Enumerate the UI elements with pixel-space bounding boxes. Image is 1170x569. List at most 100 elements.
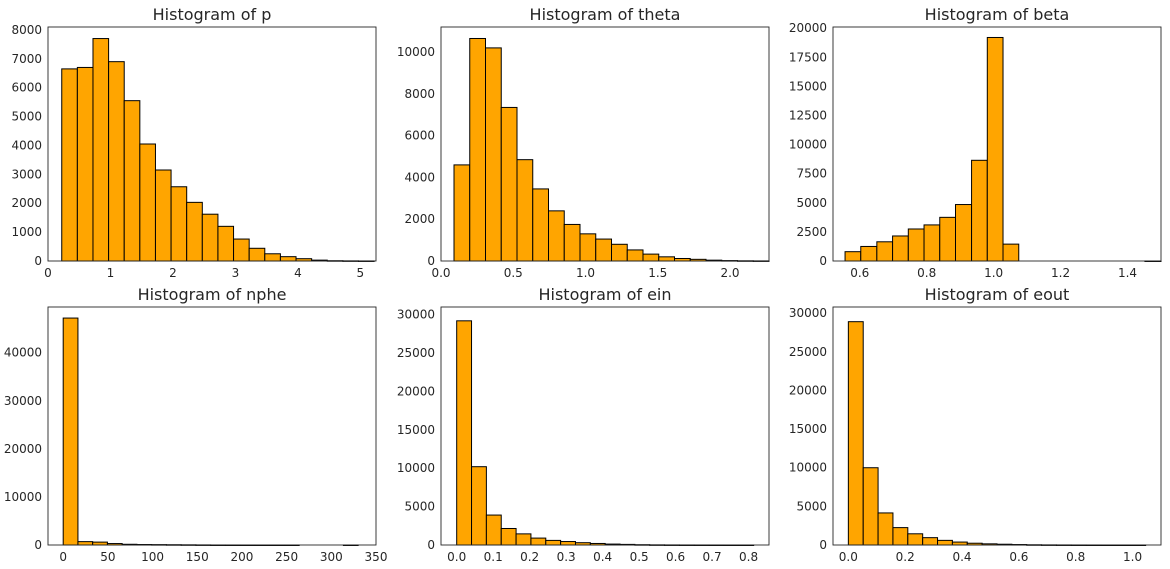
histogram-of-p-title: Histogram of p <box>153 5 272 24</box>
histogram-of-beta-bar <box>986 36 1004 262</box>
histogram-of-eout-xtick-label: 0.8 <box>1066 550 1085 564</box>
histogram-of-ein-xtick-label: 0.6 <box>666 550 685 564</box>
histogram-of-p-ytick-label: 6000 <box>11 81 42 95</box>
histogram-of-nphe-title: Histogram of nphe <box>138 285 287 304</box>
histogram-of-beta-bar <box>907 228 925 262</box>
histogram-of-theta-bar <box>595 238 613 262</box>
histogram-of-nphe-bar <box>77 541 94 546</box>
histogram-of-nphe-bar <box>62 317 79 546</box>
histogram-of-p-bar <box>170 186 188 262</box>
histogram-of-beta-ytick-label: 20000 <box>789 21 827 35</box>
histogram-of-beta-ytick-label: 12500 <box>789 108 827 122</box>
histogram-of-beta-bar <box>923 224 941 262</box>
histogram-of-theta-bar <box>453 164 471 262</box>
histogram-of-p-bar <box>154 169 172 262</box>
histogram-of-beta-bar <box>1002 243 1020 262</box>
histogram-of-p-bar <box>279 256 297 262</box>
histogram-of-beta-bar <box>939 216 956 262</box>
histogram-of-theta-bar <box>626 249 644 262</box>
histogram-of-ein-xtick-label: 0.0 <box>447 550 466 564</box>
histogram-of-beta-bar <box>860 245 878 262</box>
histogram-of-nphe-xtick-label: 300 <box>320 550 343 564</box>
histogram-of-ein-bar <box>545 539 562 546</box>
histogram-of-beta-bar <box>971 159 988 262</box>
histogram-of-beta-ytick-label: 5000 <box>796 196 827 210</box>
histogram-of-theta-ytick-label: 2000 <box>404 212 435 226</box>
histogram-of-p-bar <box>248 247 266 262</box>
histogram-of-p-bar <box>217 225 235 262</box>
histogram-of-nphe-ytick-label: 20000 <box>4 442 42 456</box>
histogram-of-nphe-ytick-label: 0 <box>34 538 42 552</box>
histogram-of-ein-bar <box>471 466 487 546</box>
histogram-of-theta-xtick-label: 2.0 <box>720 266 739 280</box>
histogram-of-theta-xtick-label: 0.5 <box>504 266 523 280</box>
histogram-of-beta-bar <box>876 241 894 262</box>
histogram-of-beta-bar <box>954 204 973 262</box>
histogram-of-eout-ytick-label: 10000 <box>789 461 827 475</box>
histogram-of-eout-ytick-label: 30000 <box>789 306 827 320</box>
histogram-of-ein-bar <box>515 533 532 546</box>
histogram-of-eout-ytick-label: 15000 <box>789 422 827 436</box>
histogram-of-p-ytick-label: 7000 <box>11 52 42 66</box>
histogram-of-p-ytick-label: 4000 <box>11 138 42 152</box>
histogram-of-theta-bar <box>579 233 597 262</box>
histogram-of-ein-title: Histogram of ein <box>538 285 671 304</box>
histogram-of-p-bar <box>76 66 94 262</box>
histogram-of-eout-xtick-label: 0.0 <box>839 550 858 564</box>
histogram-of-beta-panel: 0.6 0.8 1.0 1.2 1.4 0 2500 5000 7500 10000 12500 15… <box>789 5 1162 280</box>
histogram-of-ein-ytick-label: 10000 <box>397 461 435 475</box>
histogram-of-theta-xtick-label: 1.0 <box>576 266 595 280</box>
histogram-of-eout-axes-frame <box>832 306 1162 546</box>
histogram-of-theta-bar <box>500 106 518 262</box>
histogram-of-ein-bar <box>560 541 576 546</box>
histogram-of-eout-xtick-label: 1.0 <box>1123 550 1142 564</box>
histogram-of-eout-bar <box>907 533 924 546</box>
histogram-of-eout-xtick-label: 0.4 <box>952 550 971 564</box>
histogram-of-p-bar <box>233 238 250 262</box>
histogram-of-eout-ytick-label: 20000 <box>789 383 827 397</box>
histogram-of-theta-ytick-label: 6000 <box>404 129 435 143</box>
histogram-of-ein-ytick-label: 5000 <box>404 500 435 514</box>
histogram-of-p-ytick-label: 1000 <box>11 225 42 239</box>
histogram-of-eout-ytick-label: 5000 <box>796 499 827 513</box>
histogram-of-eout-bar <box>937 539 953 546</box>
histogram-of-beta-xtick-label: 1.2 <box>1051 266 1070 280</box>
histogram-of-theta-bar <box>469 37 487 262</box>
histogram-of-eout-bar <box>892 527 909 546</box>
histogram-of-ein-ytick-label: 30000 <box>397 308 435 322</box>
histogram-of-theta-bar <box>548 210 565 262</box>
histogram-of-nphe-xtick-label: 50 <box>100 550 115 564</box>
histogram-of-beta-ytick-label: 10000 <box>789 138 827 152</box>
histogram-of-nphe-xtick-label: 100 <box>141 550 164 564</box>
histogram-of-theta-xtick-label: 1.5 <box>648 266 667 280</box>
histogram-of-eout-ytick-label: 0 <box>819 538 827 552</box>
histogram-of-p-xtick-label: 2 <box>169 266 177 280</box>
histogram-of-p-xtick-label: 4 <box>294 266 302 280</box>
histogram-of-eout-xtick-label: 0.6 <box>1009 550 1028 564</box>
histogram-of-ein-axes-frame <box>440 306 770 546</box>
histogram-of-eout-ytick-label: 25000 <box>789 345 827 359</box>
histogram-of-p-xtick-label: 3 <box>232 266 240 280</box>
histogram-of-p-panel: 0 1 2 3 4 5 0 1000 2000 3000 4000 5000 6000 7000 8000 H… <box>11 5 377 280</box>
histogram-of-ein-xtick-label: 0.5 <box>630 550 649 564</box>
histogram-of-nphe-panel: 0 50 100 150 200 250 300 350 0 10000 20000 30000 400… <box>4 285 388 564</box>
histogram-of-ein-bar <box>500 527 517 546</box>
histogram-of-theta-bar <box>642 253 660 262</box>
histogram-of-nphe-xtick-label: 250 <box>275 550 298 564</box>
histogram-of-p-xtick-label: 1 <box>107 266 115 280</box>
histogram-of-beta-ytick-label: 2500 <box>796 225 827 239</box>
histogram-of-eout-bar <box>862 467 879 546</box>
histogram-of-p-bar <box>186 201 203 262</box>
histogram-of-beta-ytick-label: 15000 <box>789 79 827 93</box>
histogram-of-ein-xtick-label: 0.1 <box>484 550 503 564</box>
histogram-of-p-ytick-label: 8000 <box>11 23 42 37</box>
histogram-of-p-bar <box>123 100 141 262</box>
histogram-of-eout-xtick-label: 0.2 <box>896 550 915 564</box>
histogram-of-p-bar <box>201 213 219 262</box>
histogram-of-ein-xtick-label: 0.4 <box>593 550 612 564</box>
histogram-of-ein-xtick-label: 0.7 <box>703 550 722 564</box>
histogram-of-theta-ytick-label: 10000 <box>397 45 435 59</box>
histogram-of-theta-title: Histogram of theta <box>530 5 681 24</box>
histogram-of-nphe-axes-frame <box>47 306 377 546</box>
histogram-of-ein-bar <box>530 537 547 546</box>
